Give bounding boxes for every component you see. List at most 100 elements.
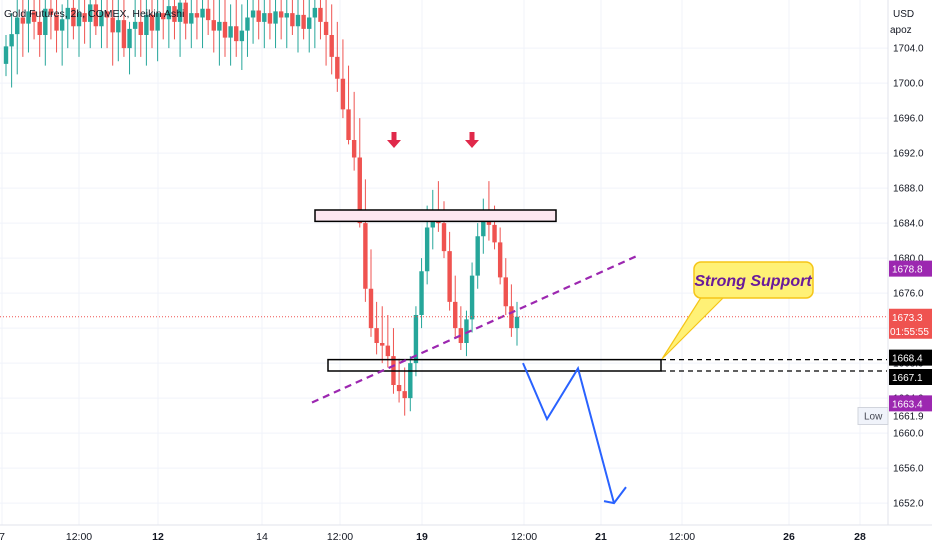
candle-body — [149, 14, 155, 31]
candle-body — [380, 343, 385, 346]
price-badge-value: 1678.8 — [892, 265, 923, 276]
candle-body — [3, 46, 9, 64]
price-tick-label: 1704.0 — [893, 44, 924, 55]
candle-body — [200, 8, 205, 18]
candle-body — [413, 315, 419, 364]
candle-body — [82, 13, 87, 22]
candle-body — [110, 17, 115, 33]
time-tick-label: 19 — [416, 531, 428, 543]
candle-body — [9, 34, 14, 47]
candle-body — [301, 14, 306, 29]
price-badge — [889, 308, 932, 339]
candle-body — [267, 13, 273, 24]
price-badge — [889, 349, 932, 366]
time-tick-label: 12 — [152, 531, 164, 543]
candle-body — [441, 223, 447, 252]
resistance-zone — [314, 209, 557, 223]
price-tick-label: 1684.0 — [893, 219, 924, 230]
price-badge-value: 1673.3 — [892, 313, 923, 324]
candle-body — [26, 11, 31, 24]
candle-body — [88, 4, 93, 22]
candle-body — [205, 8, 211, 21]
candle-body — [351, 140, 357, 158]
price-badge-value: 1667.1 — [892, 373, 923, 384]
candle-body — [424, 227, 430, 272]
candle-body — [228, 26, 233, 38]
candle-body — [161, 13, 166, 20]
price-tick-label: 1700.0 — [893, 79, 924, 90]
candle-body — [290, 13, 295, 27]
candle-body — [307, 17, 312, 29]
candle-body — [295, 14, 301, 27]
candle-body — [59, 19, 65, 31]
candle-body — [469, 275, 475, 320]
candle-body — [183, 2, 188, 24]
price-tick-label: 1656.0 — [893, 464, 924, 475]
candle-body — [464, 319, 469, 343]
time-tick-label: 21 — [595, 531, 607, 543]
time-tick-label: 26 — [783, 531, 795, 543]
time-tick-label: 28 — [854, 531, 866, 543]
candle-body — [166, 6, 172, 20]
symbol-label: Gold Futures, 2h, COMEX, Heikin Ashi — [4, 8, 184, 20]
candle-body — [43, 8, 48, 35]
candle-body — [509, 306, 514, 329]
candle-body — [256, 10, 261, 22]
candle-body — [402, 391, 407, 399]
price-badge — [889, 395, 932, 412]
candle-body — [374, 328, 379, 343]
price-badge — [889, 260, 932, 277]
scale-mode-label[interactable]: apoz — [890, 25, 912, 36]
candlesticks — [3, 0, 520, 416]
candle-body — [250, 10, 256, 18]
candle-body — [262, 13, 267, 22]
candle-body — [222, 21, 228, 38]
candle-body — [138, 21, 143, 35]
candle-body — [475, 236, 480, 276]
down-arrow-marker — [387, 132, 401, 148]
candle-body — [312, 7, 318, 18]
candle-body — [132, 21, 138, 29]
time-tick-label: 12:00 — [511, 531, 537, 543]
time-tick-label: 12:00 — [669, 531, 695, 543]
projection-path — [522, 362, 615, 504]
price-tick-label: 1688.0 — [893, 184, 924, 195]
candle-body — [65, 7, 70, 20]
candle-body — [396, 385, 402, 392]
candle-body — [357, 157, 362, 224]
candle-body — [127, 28, 132, 49]
candle-body — [194, 13, 200, 18]
support-zone — [327, 358, 662, 372]
candle-body — [497, 242, 503, 278]
candle-body — [99, 11, 104, 27]
candle-body — [323, 21, 329, 35]
candle-body — [71, 7, 76, 27]
candle-body — [273, 11, 278, 24]
candle-body — [453, 301, 458, 329]
candle-body — [284, 13, 289, 18]
callout-box — [693, 261, 814, 299]
candle-body — [155, 13, 160, 31]
candle-body — [335, 56, 340, 79]
time-tick-label: 14 — [256, 531, 268, 543]
currency-label: USD — [893, 9, 914, 20]
projection-arrowhead — [603, 486, 627, 505]
candle-body — [481, 218, 486, 237]
candle-body — [408, 363, 413, 399]
candle-body — [217, 21, 222, 31]
candle-body — [37, 21, 42, 35]
price-badge-countdown: 01:55:55 — [890, 327, 929, 338]
low-label-box — [857, 407, 889, 425]
candle-body — [116, 20, 121, 33]
candle-body — [514, 316, 520, 329]
callout-pointer — [661, 295, 727, 360]
candle-body — [189, 13, 194, 24]
candle-body — [239, 30, 245, 42]
price-tick-label: 1660.0 — [893, 429, 924, 440]
candle-body — [172, 6, 177, 22]
time-axis[interactable]: 7 12:00 12 14 12:00 19 12:00 21 12:00 26 28 — [0, 531, 866, 543]
candle-body — [419, 271, 424, 315]
candle-body — [318, 7, 323, 22]
